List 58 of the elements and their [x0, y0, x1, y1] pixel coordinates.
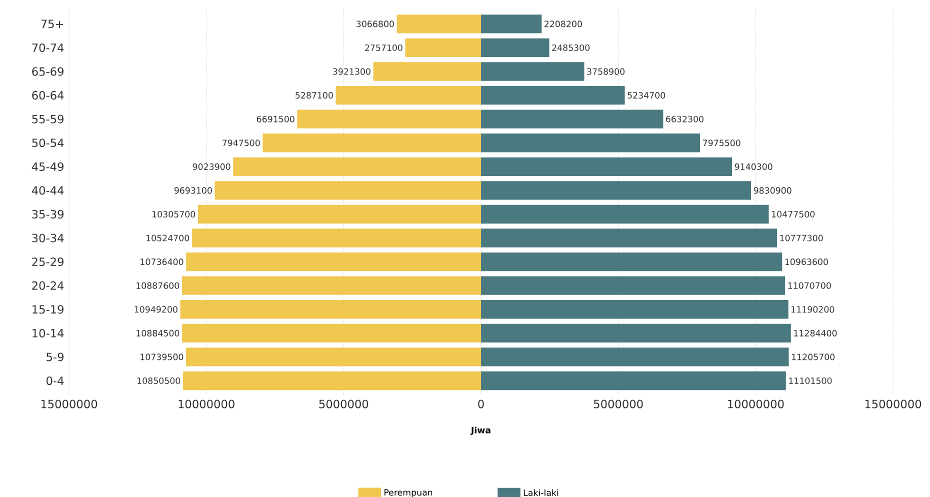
y-tick-label: 35-39: [32, 210, 64, 219]
legend-label: Laki-laki: [524, 489, 558, 496]
data-label: 10736400: [140, 258, 184, 266]
y-tick-label: 60-64: [32, 91, 64, 100]
legend-label: Perempuan: [384, 489, 432, 497]
data-label: 3758900: [587, 68, 625, 75]
data-label: 2485300: [552, 44, 590, 52]
data-label: 9830900: [754, 187, 792, 194]
y-tick-label: 50-54: [32, 138, 64, 148]
data-label: 11070700: [788, 282, 831, 289]
x-tick-label: 0: [478, 400, 484, 408]
y-tick-label: 40-44: [32, 186, 64, 195]
data-label: 5287100: [296, 92, 333, 99]
data-label: 9693100: [174, 187, 212, 194]
data-label: 11284400: [794, 330, 837, 336]
data-label: 11101500: [789, 377, 832, 384]
data-label: 3066800: [356, 20, 394, 28]
data-label: 10305700: [152, 210, 196, 218]
x-axis-title: Jiwa: [470, 426, 490, 436]
y-tick-label: 65-69: [32, 67, 64, 76]
y-tick-label: 10-14: [32, 328, 64, 338]
x-tick-label: 5000000: [319, 400, 368, 408]
data-label: 5234700: [628, 92, 666, 99]
y-tick-label: 55-59: [32, 114, 64, 124]
data-label: 10477500: [772, 210, 815, 218]
x-tick-label: 10000000: [178, 400, 234, 408]
data-label: 10777300: [780, 234, 823, 242]
data-label: 10739500: [140, 354, 184, 360]
y-tick-label: 45-49: [32, 162, 64, 171]
data-label: 7975500: [703, 140, 740, 146]
data-label: 11205700: [792, 354, 835, 360]
data-label: 11190200: [792, 306, 834, 313]
y-tick-label: 0-4: [46, 376, 64, 386]
x-tick-label: 15000000: [865, 400, 922, 408]
data-label: 2208200: [544, 20, 582, 28]
data-label: 3921300: [333, 68, 370, 75]
data-label: 7947500: [222, 140, 260, 146]
data-label: 9140300: [734, 163, 772, 170]
y-tick-label: 30-34: [32, 234, 64, 242]
data-label: 10949200: [134, 306, 178, 313]
data-label: 9023900: [192, 163, 230, 170]
y-tick-label: 75+: [41, 20, 64, 28]
y-tick-label: 25-29: [32, 258, 64, 266]
data-label: 10524700: [146, 234, 190, 242]
x-tick-label: 5000000: [594, 400, 643, 408]
data-label: 2757100: [365, 44, 402, 52]
data-label: 10963600: [785, 258, 828, 266]
data-label: 10887600: [136, 282, 180, 289]
y-tick-label: 20-24: [32, 281, 64, 290]
x-tick-label: 10000000: [728, 400, 784, 408]
data-label: 6691500: [256, 116, 294, 122]
y-tick-label: 5-9: [46, 352, 64, 362]
data-label: 6632300: [666, 116, 704, 122]
data-label: 10850500: [138, 377, 180, 384]
x-tick-label: 15000000: [41, 400, 98, 408]
data-label: 10884500: [136, 330, 180, 336]
y-tick-label: 70-74: [32, 43, 64, 52]
y-tick-label: 15-19: [32, 305, 64, 314]
